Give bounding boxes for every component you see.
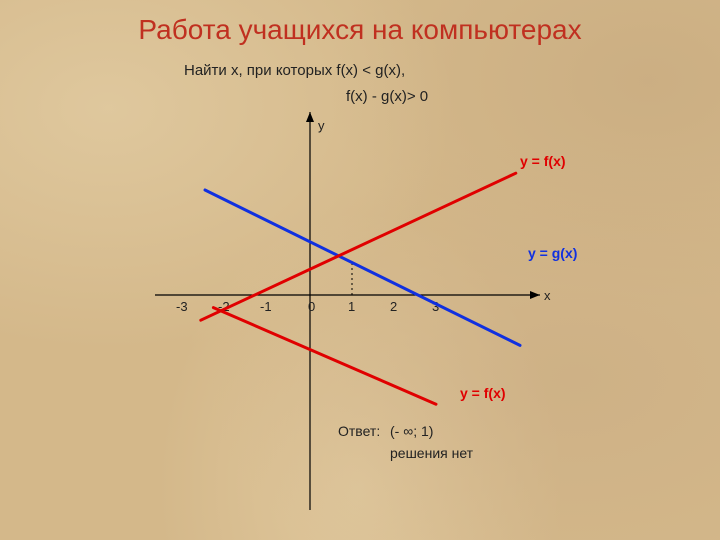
y-axis-arrow [306,112,314,122]
line-label-f_lower: y = f(x) [460,385,506,401]
coord-chart: ху-3-2-10123y = g(x)y = f(x)y = f(x)Отве… [120,100,600,520]
answer-label: Ответ: [338,423,380,439]
x-tick-label: 0 [308,299,315,314]
x-tick-label: -1 [260,299,272,314]
line-f_upper [201,173,516,320]
line-label-f_upper: y = f(x) [520,153,566,169]
slide-title: Работа учащихся на компьютерах [0,14,720,46]
line-f_lower [213,308,436,405]
problem-text-1: Найти х, при которых f(х) < g(х), [184,62,405,79]
answer-1: (- ∞; 1) [390,423,433,439]
line-label-g: y = g(x) [528,245,577,261]
y-axis-label: у [318,118,325,133]
answer-2: решения нет [390,445,474,461]
x-axis-label: х [544,288,551,303]
x-tick-label: 1 [348,299,355,314]
line-g [205,190,520,345]
x-axis-arrow [530,291,540,299]
x-tick-label: -3 [176,299,188,314]
x-tick-label: 2 [390,299,397,314]
chart-container: ху-3-2-10123y = g(x)y = f(x)y = f(x)Отве… [120,100,600,520]
